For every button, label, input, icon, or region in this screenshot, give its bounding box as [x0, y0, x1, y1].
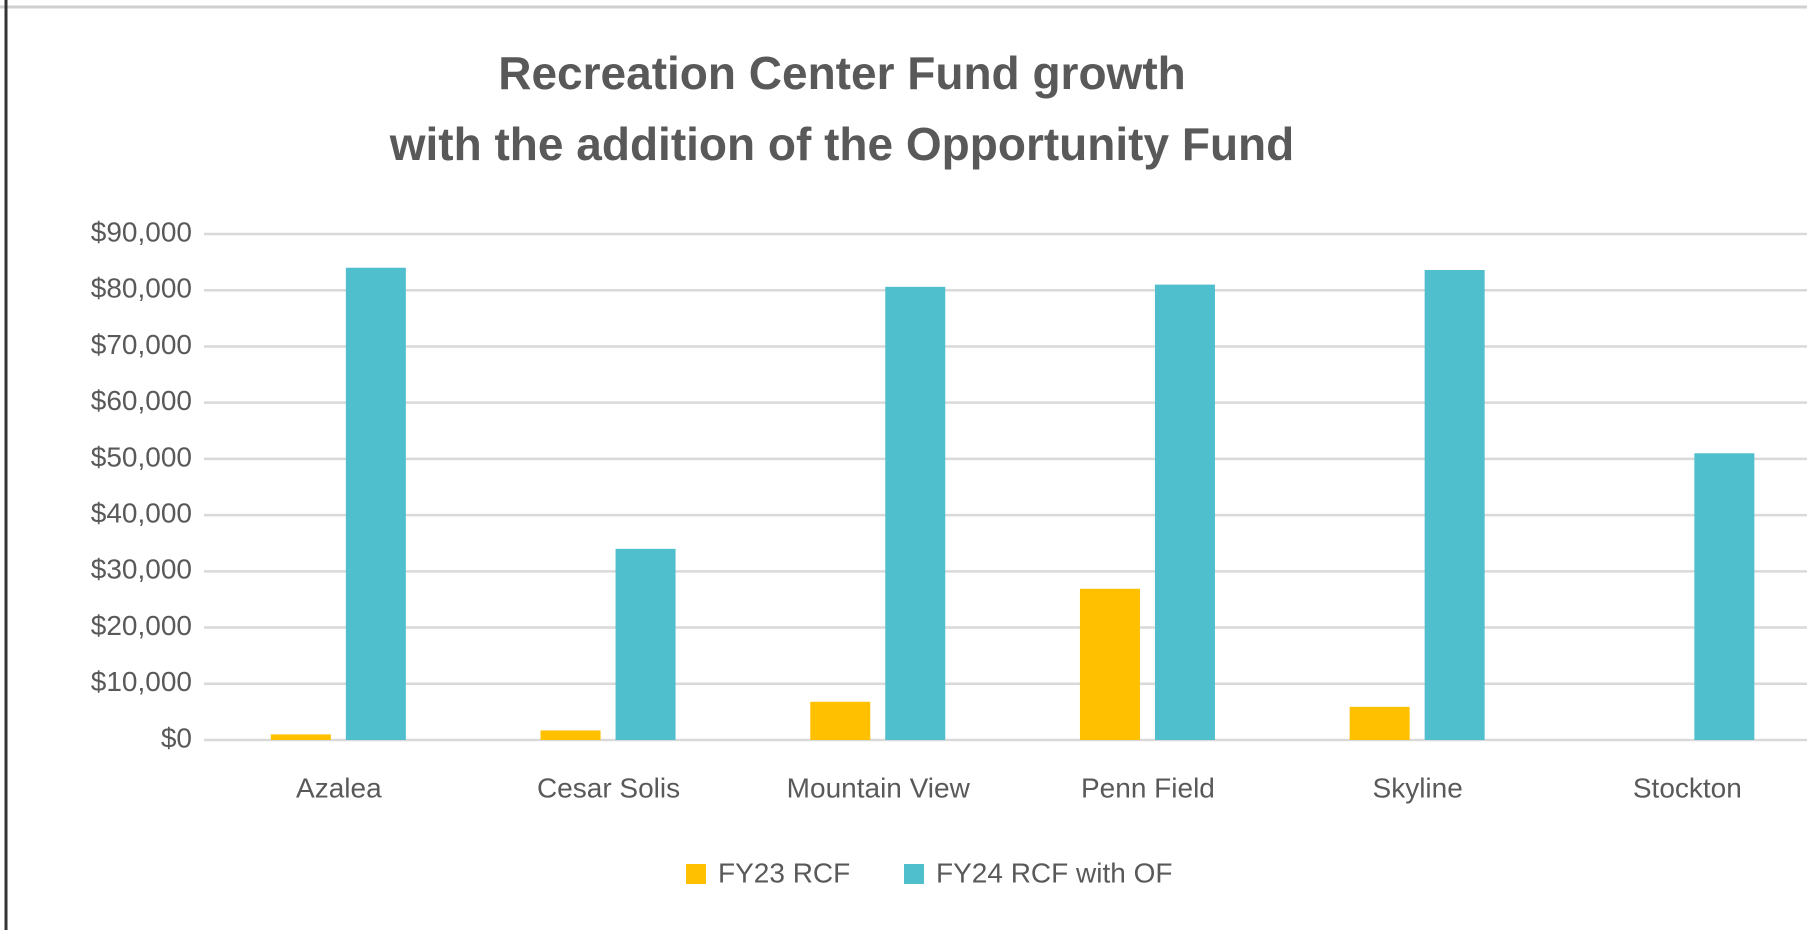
y-tick-label: $70,000: [91, 329, 192, 360]
x-tick-label: Stockton: [1633, 772, 1742, 803]
bar: [615, 548, 676, 740]
bar: [1424, 269, 1485, 740]
legend-label: FY23 RCF: [718, 857, 850, 888]
bar: [1694, 453, 1755, 740]
y-tick-label: $20,000: [91, 610, 192, 641]
chart-title: Recreation Center Fund growth: [498, 47, 1185, 99]
bar: [885, 286, 946, 740]
y-tick-label: $60,000: [91, 385, 192, 416]
bar: [1079, 588, 1140, 740]
x-tick-label: Penn Field: [1081, 772, 1215, 803]
bar: [270, 734, 331, 740]
bar: [1349, 706, 1410, 740]
chart-title: with the addition of the Opportunity Fun…: [389, 118, 1295, 170]
bar: [540, 730, 601, 740]
bar: [810, 701, 871, 740]
y-tick-label: $30,000: [91, 554, 192, 585]
bar: [1154, 284, 1215, 740]
legend-swatch: [904, 864, 924, 884]
y-tick-label: $80,000: [91, 273, 192, 304]
legend-swatch: [686, 864, 706, 884]
y-tick-label: $40,000: [91, 498, 192, 529]
x-tick-label: Azalea: [296, 772, 382, 803]
y-tick-label: $10,000: [91, 666, 192, 697]
y-tick-label: $90,000: [91, 216, 192, 247]
bar: [345, 267, 406, 740]
x-tick-label: Cesar Solis: [537, 772, 680, 803]
y-tick-label: $0: [161, 722, 192, 753]
x-tick-label: Mountain View: [787, 772, 971, 803]
y-tick-label: $50,000: [91, 441, 192, 472]
x-tick-label: Skyline: [1373, 772, 1463, 803]
legend-label: FY24 RCF with OF: [936, 857, 1172, 888]
